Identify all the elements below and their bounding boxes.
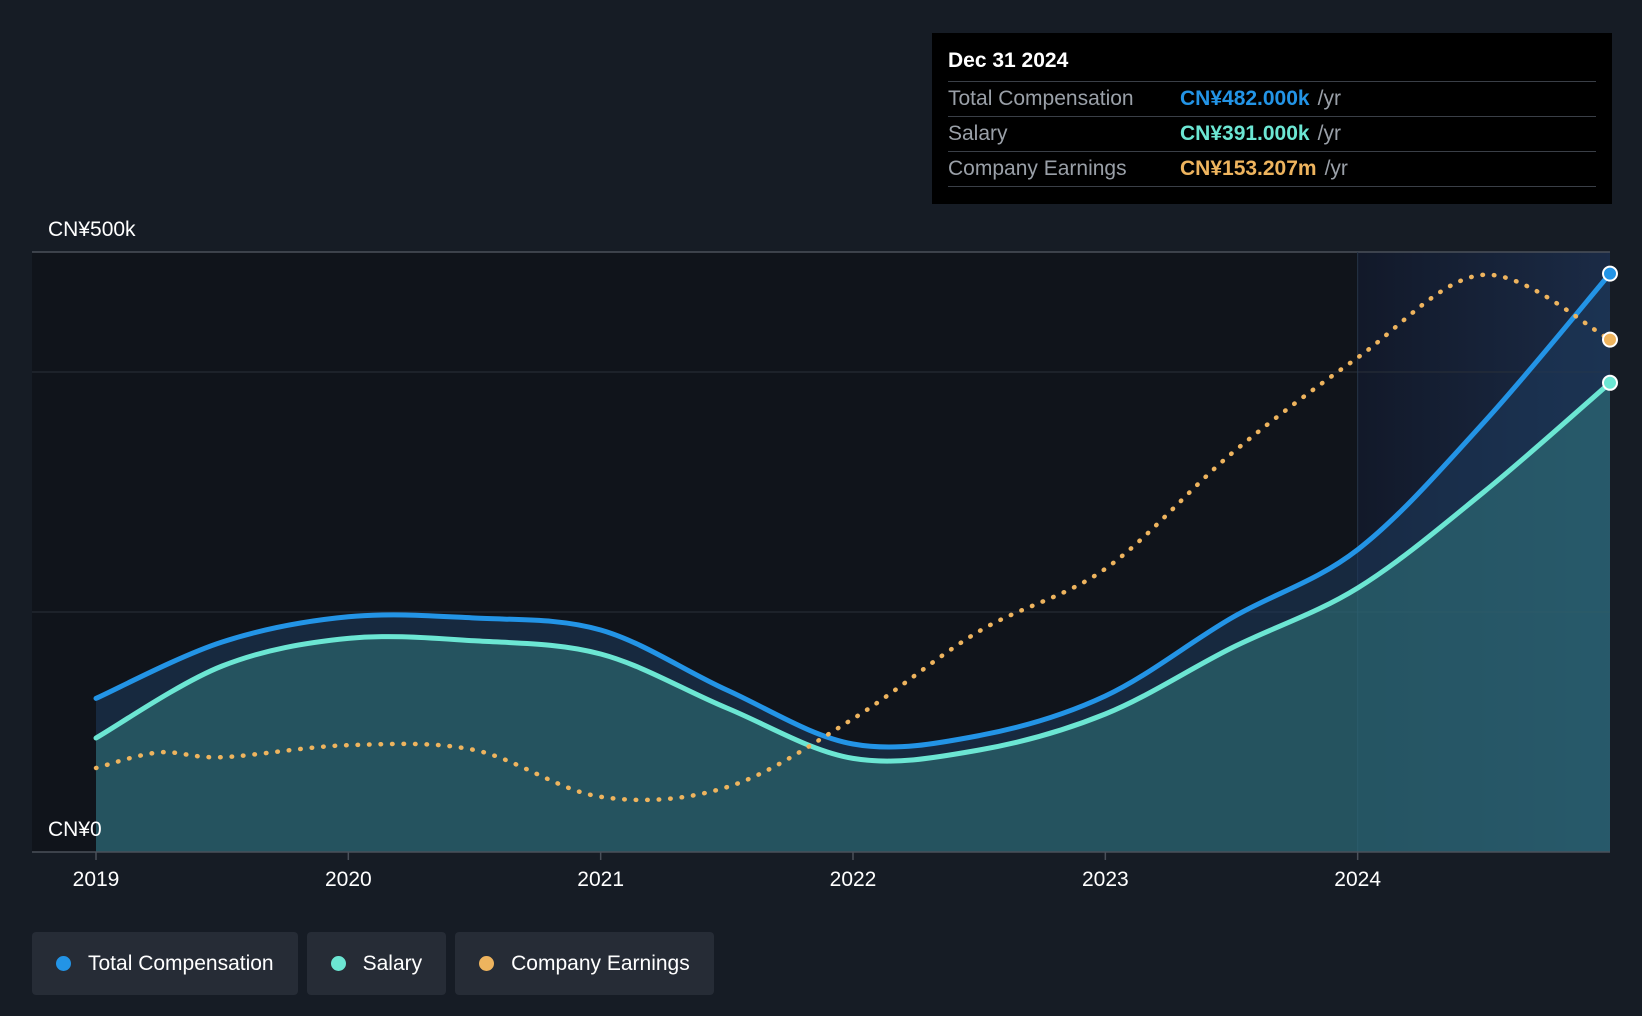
area-salary [96, 382, 1610, 852]
tooltip-date: Dec 31 2024 [948, 47, 1596, 82]
tooltip-value: CN¥482.000k [1180, 87, 1310, 110]
tooltip-label: Total Compensation [948, 87, 1134, 110]
y-tick-label-bottom: CN¥0 [48, 818, 102, 841]
legend: Total Compensation Salary Company Earnin… [32, 932, 714, 995]
line-total-compensation [93, 271, 1613, 750]
tooltip-unit: /yr [1317, 122, 1341, 145]
tooltip-row-company-earnings: Company Earnings CN¥153.207m /yr [948, 152, 1596, 187]
end-marker-salary [1602, 374, 1618, 391]
legend-item-total-compensation[interactable]: Total Compensation [32, 932, 298, 995]
x-tick-label: 2020 [325, 868, 372, 891]
legend-label: Company Earnings [511, 951, 690, 975]
legend-dot-icon [56, 956, 71, 971]
tooltip-row-total-compensation: Total Compensation CN¥482.000k /yr [948, 82, 1596, 117]
line-company-earnings [93, 272, 1613, 803]
legend-item-salary[interactable]: Salary [306, 932, 447, 995]
x-tick-label: 2019 [73, 868, 120, 891]
x-tick-label: 2022 [830, 868, 877, 891]
area-total-compensation [96, 273, 1610, 853]
tooltip-label: Salary [948, 122, 1008, 145]
x-tick-label: 2024 [1334, 868, 1381, 891]
lines [93, 271, 1613, 803]
tooltip-unit: /yr [1324, 157, 1348, 180]
tooltip-value: CN¥391.000k [1180, 122, 1310, 145]
x-tick-label: 2021 [577, 868, 624, 891]
end-marker-company-earnings [1602, 331, 1618, 348]
tooltip-value: CN¥153.207m [1180, 157, 1317, 180]
tooltip-row-salary: Salary CN¥391.000k /yr [948, 117, 1596, 152]
legend-dot-icon [330, 956, 346, 971]
end-markers [1602, 265, 1618, 391]
legend-label: Salary [362, 951, 423, 975]
x-tick-label: 2023 [1082, 868, 1129, 891]
tooltip-label: Company Earnings [948, 157, 1127, 180]
y-tick-label-top: CN¥500k [48, 218, 136, 241]
legend-label: Total Compensation [88, 951, 274, 975]
legend-dot-icon [479, 956, 495, 971]
areas [96, 273, 1610, 853]
legend-item-company-earnings[interactable]: Company Earnings [455, 932, 714, 995]
axes: 2019 2020 2021 2022 2023 2024 CN¥500k CN¥0 [32, 218, 1610, 891]
tooltip-unit: /yr [1317, 87, 1341, 110]
end-marker-total-compensation [1602, 265, 1618, 282]
line-salary [93, 380, 1613, 764]
tooltip: Dec 31 2024 Total Compensation CN¥482.00… [932, 33, 1612, 204]
